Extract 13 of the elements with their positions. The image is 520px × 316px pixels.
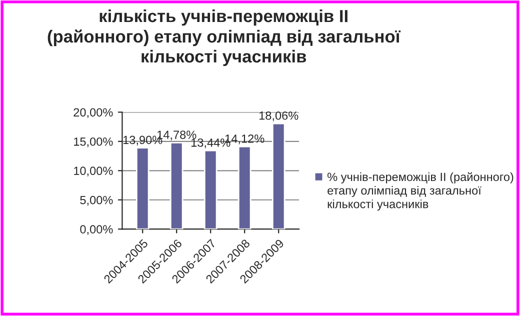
y-tick-label: 15,00% [74, 137, 113, 148]
bar [272, 122, 286, 230]
y-tick-label: 5,00% [80, 196, 113, 206]
legend-label: % учнів-переможців ІІ (районного) етапу олімпіад від загальної кількості учасників [328, 172, 514, 211]
y-tick-label: 0,00% [80, 225, 113, 235]
y-tick-label: 20,00% [74, 108, 113, 118]
bar [136, 147, 150, 230]
data-label: 18,06% [259, 111, 298, 122]
y-tick-label: 10,00% [74, 166, 113, 176]
bar [170, 142, 184, 230]
chart-title: кількість учнів-переможців ІІ (районного) етапу олімпіад від загальної кількості учасників [48, 9, 401, 66]
bar [204, 150, 218, 230]
bar [238, 146, 252, 230]
